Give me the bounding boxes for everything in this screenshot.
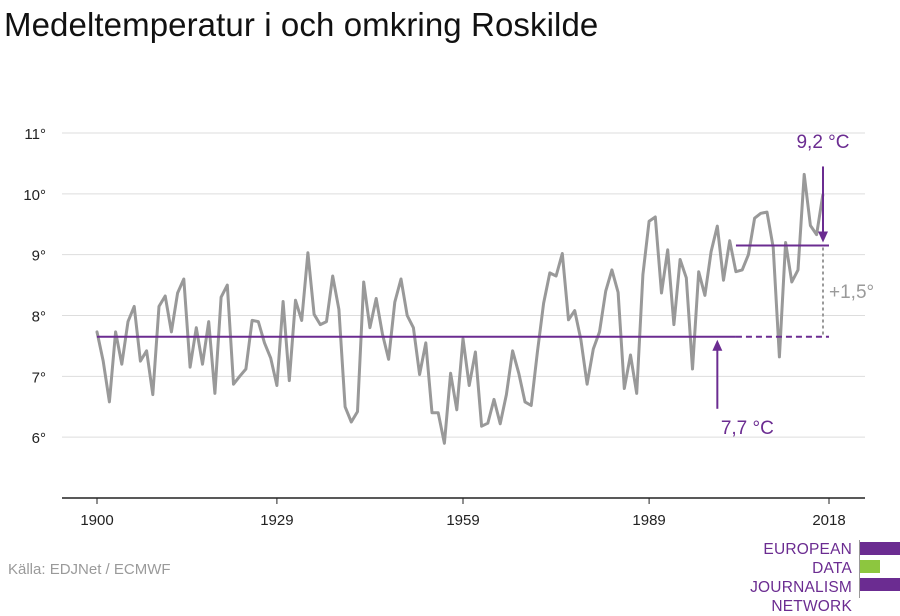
y-tick-label: 9° xyxy=(32,248,46,265)
series-layer xyxy=(95,172,825,445)
x-tick-label: 1989 xyxy=(632,512,665,529)
x-tick-label: 1959 xyxy=(446,512,479,529)
delta-label: +1,5° xyxy=(829,282,874,303)
source-note: Källa: EDJNet / ECMWF xyxy=(8,561,171,578)
logo-line-1: EUROPEAN xyxy=(763,541,852,558)
logo-line-2: DATA JOURNALISM xyxy=(750,560,852,596)
temperature-series-line xyxy=(95,172,825,445)
y-tick-label: 7° xyxy=(32,369,46,386)
x-tick-label: 1900 xyxy=(80,512,113,529)
grid-lines xyxy=(62,132,865,438)
logo-bar-purple-top xyxy=(860,542,900,555)
x-tick-label: 1929 xyxy=(260,512,293,529)
x-axis: 1900 1929 1959 1989 2018 xyxy=(62,497,865,529)
chart-title: Medeltemperatur i och omkring Roskilde xyxy=(4,6,599,43)
logo-bar-purple-bottom xyxy=(860,578,900,591)
recent-arrow-head xyxy=(818,231,828,243)
logo-bar-green xyxy=(860,560,880,573)
y-tick-label: 8° xyxy=(32,309,46,326)
x-tick-label: 2018 xyxy=(812,512,845,529)
logo-text: EUROPEAN DATA JOURNALISM NETWORK xyxy=(710,540,852,616)
recent-label: 9,2 °C xyxy=(796,132,849,153)
annotations: 7,7 °C 9,2 °C +1,5° xyxy=(97,132,874,439)
y-tick-label: 10° xyxy=(23,187,46,204)
y-axis-ticks: 6° 7° 8° 9° 10° 11° xyxy=(23,126,46,447)
y-tick-label: 6° xyxy=(32,430,46,447)
line-chart: 6° 7° 8° 9° 10° 11° 1900 1929 1959 1989 2018 7,7 … xyxy=(23,126,874,529)
logo-divider xyxy=(859,540,860,598)
y-tick-label: 11° xyxy=(24,126,46,143)
baseline-arrow-head xyxy=(712,339,723,351)
baseline-label: 7,7 °C xyxy=(721,418,774,439)
edjnet-logo: EUROPEAN DATA JOURNALISM NETWORK xyxy=(710,540,900,615)
